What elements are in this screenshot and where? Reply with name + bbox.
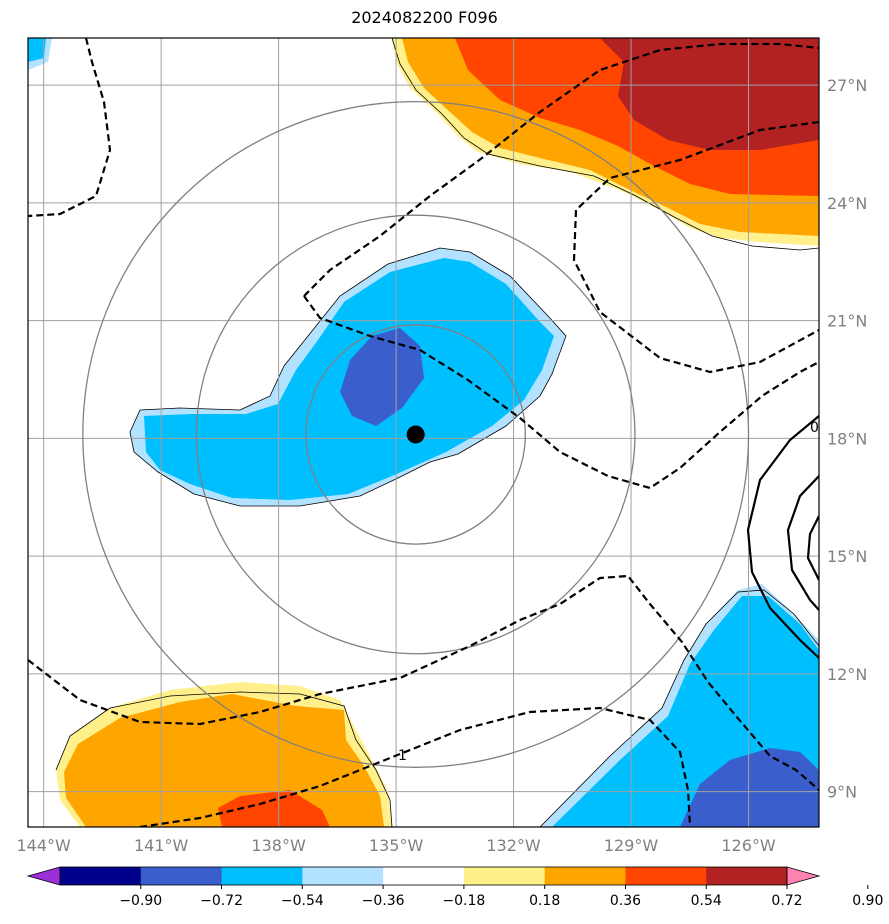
x-tick-label-2: 138°W <box>251 836 306 855</box>
chart-title: 2024082200 F096 <box>351 8 498 27</box>
range-ring-2 <box>82 100 750 768</box>
y-tick-label-0: 27°N <box>827 76 867 95</box>
colorbar-segment-6 <box>544 867 626 885</box>
colorbar-segment-8 <box>706 867 788 885</box>
colorbar-label-7: 0.54 <box>691 893 722 909</box>
y-tick-label-6: 9°N <box>827 783 857 802</box>
x-tick-label-1: 141°W <box>134 836 189 855</box>
y-tick-labels: 27°N 24°N 21°N 18°N 15°N 12°N 9°N <box>827 76 867 802</box>
colorbar-frame <box>59 866 788 886</box>
colorbar-label-4: −0.18 <box>442 893 485 909</box>
range-rings <box>82 100 750 768</box>
colorbar-label-0: −0.90 <box>119 893 162 909</box>
contour-label-0: 0 <box>810 420 819 436</box>
x-tick-label-0: 144°W <box>16 836 71 855</box>
colorbar-label-9: 0.90 <box>852 893 883 909</box>
solid-contours <box>746 415 819 659</box>
y-tick-label-5: 12°N <box>827 665 867 684</box>
x-tick-label-5: 129°W <box>604 836 659 855</box>
colorbar-segment-2 <box>221 867 303 885</box>
positive-anomaly-southwest <box>55 682 393 827</box>
colorbar-label-8: 0.72 <box>771 893 802 909</box>
colorbar-extend-high <box>786 866 821 886</box>
y-tick-label-1: 24°N <box>827 194 867 213</box>
colorbar-extend-low <box>26 866 61 886</box>
colorbar-label-1: −0.72 <box>200 893 243 909</box>
range-ring-1 <box>195 214 636 655</box>
colorbar-segment-1 <box>140 867 223 885</box>
colorbar-label-6: 0.36 <box>610 893 641 909</box>
x-tick-label-3: 135°W <box>369 836 424 855</box>
x-tick-labels: 144°W 141°W 138°W 135°W 132°W 129°W 126°W <box>16 836 775 855</box>
contour-label-1: 1 <box>398 748 407 764</box>
y-tick-label-4: 15°N <box>827 547 867 566</box>
colorbar-segment-7 <box>625 867 707 885</box>
colorbar-segment-5 <box>463 867 546 885</box>
negative-anomaly-corner <box>28 38 52 70</box>
dashed-contours <box>28 38 819 827</box>
storm-center-marker <box>406 425 425 444</box>
colorbar-label-5: 0.18 <box>529 893 560 909</box>
positive-anomaly-northeast <box>391 38 819 251</box>
colorbar-segment-4 <box>383 867 465 885</box>
plot-area: 1 0 <box>28 38 819 827</box>
y-tick-label-3: 18°N <box>827 429 867 448</box>
colorbar-segment-0 <box>60 867 142 885</box>
plot-frame <box>27 37 820 828</box>
negative-anomaly-southeast <box>539 584 819 827</box>
colorbar-segment-3 <box>302 867 384 885</box>
x-tick-label-6: 126°W <box>721 836 776 855</box>
x-tick-label-4: 132°W <box>486 836 541 855</box>
colorbar: −0.90 −0.72 −0.54 −0.36 −0.18 0.18 0.36 0.54 0.7… <box>26 866 883 909</box>
range-ring-0 <box>305 324 526 545</box>
gridlines <box>28 38 819 827</box>
negative-anomaly-center <box>129 247 567 507</box>
colorbar-label-3: −0.36 <box>362 893 405 909</box>
colorbar-label-2: −0.54 <box>281 893 324 909</box>
y-tick-label-2: 21°N <box>827 312 867 331</box>
